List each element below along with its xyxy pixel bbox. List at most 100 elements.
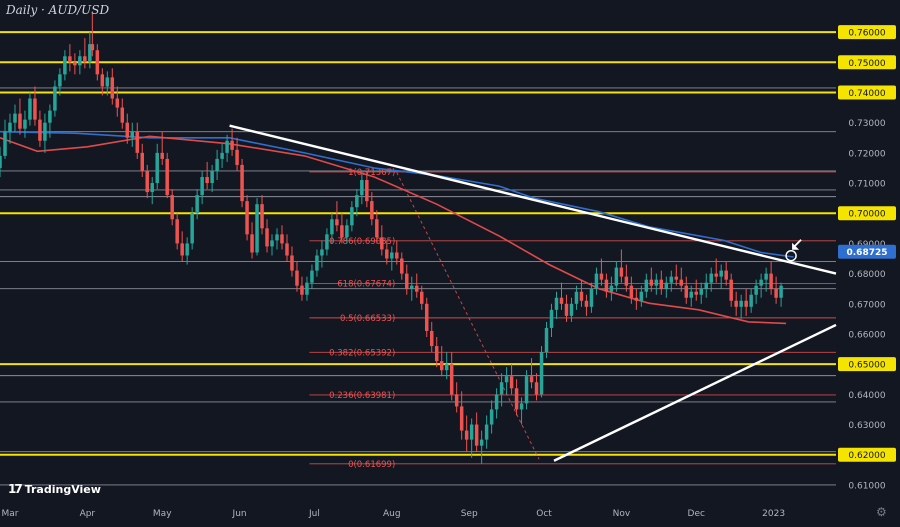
candle-body-139	[689, 291, 694, 298]
arrow-head-icon	[792, 242, 800, 250]
time-tick-label-10: 2023	[762, 509, 785, 519]
candle-body-97	[479, 439, 484, 446]
time-tick-label-9: Dec	[688, 509, 705, 519]
time-tick-label-8: Nov	[613, 509, 631, 519]
candle-body-55	[270, 240, 274, 247]
candle-body-4	[18, 113, 22, 129]
candle-body-156	[774, 288, 778, 298]
fib-label-5: 0.786(0.69085)	[329, 237, 395, 247]
candle-body-155	[769, 273, 773, 289]
candle-body-10	[48, 110, 52, 123]
candle-body-127	[629, 285, 634, 298]
candle-body-119	[589, 288, 594, 307]
candle-body-36	[175, 219, 179, 244]
candle-body-143	[709, 273, 713, 283]
candle-body-111	[549, 309, 554, 328]
candle-body-11	[53, 86, 57, 111]
candle-body-145	[719, 270, 723, 277]
candle-body-76	[375, 219, 379, 238]
candle-body-81	[400, 258, 404, 274]
candle-body-2	[8, 122, 12, 132]
candle-body-86	[424, 303, 429, 331]
price-tick-label-15: 0.76000	[848, 29, 885, 39]
candle-body-148	[734, 300, 738, 307]
key-levels	[0, 31, 836, 456]
price-tick-label-12: 0.73000	[848, 119, 885, 129]
candle-body-49	[240, 164, 244, 202]
candle-body-12	[58, 74, 62, 87]
candle-body-116	[574, 291, 579, 304]
candle-body-144	[714, 273, 718, 277]
candle-body-115	[569, 303, 574, 316]
candle-body-96	[474, 424, 479, 446]
candle-body-121	[599, 273, 604, 280]
candle-body-114	[564, 303, 569, 316]
time-tick-label-1: Apr	[80, 509, 96, 519]
candle-body-108	[534, 382, 539, 395]
candle-body-109	[539, 352, 544, 395]
chart-title: Daily · AUD/USD	[6, 3, 110, 17]
candle-body-154	[764, 273, 768, 280]
price-tag-bg-15	[838, 25, 896, 40]
candle-body-41	[200, 177, 204, 196]
current-price-tag-bg	[838, 244, 896, 259]
candle-body-141	[699, 288, 703, 295]
candle-body-54	[265, 228, 269, 247]
gear-icon[interactable]: ⚙	[876, 505, 887, 519]
candle-body-22	[105, 77, 110, 87]
price-axis[interactable]: 0.61000 0.62000 0.63000 0.64000 0.65000 0.660…	[838, 25, 896, 491]
candle-body-16	[78, 56, 82, 66]
candle-body-39	[190, 213, 194, 244]
price-tick-label-10: 0.71000	[848, 180, 885, 190]
candle-body-38	[185, 243, 189, 256]
tradingview-logo: 17 TradingView	[8, 482, 101, 496]
candle-body-28	[135, 131, 140, 153]
fib-swing-line	[396, 172, 540, 460]
fibonacci-retracement: 0(0.61699) 0.236(0.63981) 0.382(0.65392) 0.…	[309, 168, 836, 470]
candle-body-9	[43, 122, 47, 141]
price-tick-label-9: 0.70000	[848, 210, 885, 220]
ma-100-line	[0, 135, 787, 325]
price-tick-label-1: 0.62000	[848, 451, 885, 461]
candle-body-14	[68, 56, 72, 63]
support-trendline	[553, 323, 837, 462]
price-tag-bg-14	[838, 55, 896, 70]
candle-body-94	[464, 430, 469, 440]
candle-body-157	[779, 285, 783, 298]
candle-body-87	[429, 330, 434, 347]
candle-body-91	[449, 364, 454, 395]
candle-body-34	[165, 158, 169, 196]
price-tick-label-0: 0.61000	[848, 481, 885, 491]
price-tick-label-5: 0.66000	[848, 330, 885, 340]
candle-body-89	[439, 361, 444, 371]
candle-body-71	[350, 207, 354, 226]
candle-body-32	[155, 152, 159, 184]
candle-body-50	[245, 201, 249, 235]
candle-body-68	[335, 219, 339, 226]
price-tick-label-7: 0.68000	[848, 270, 885, 280]
time-tick-label-7: Oct	[536, 509, 552, 519]
candle-body-8	[38, 119, 42, 141]
candle-body-69	[340, 225, 344, 238]
fib-label-1: 0.236(0.63981)	[329, 391, 395, 401]
time-axis[interactable]: Mar Apr May Jun Jul Aug Sep Oct Nov Dec 2023	[2, 509, 786, 519]
candle-body-131	[649, 279, 654, 286]
candle-body-6	[28, 98, 32, 120]
candle-body-136	[674, 276, 679, 280]
candle-body-23	[110, 77, 115, 99]
candle-body-67	[330, 219, 334, 235]
candle-body-63	[310, 270, 314, 283]
candle-body-3	[13, 113, 17, 123]
candle-body-101	[499, 382, 504, 395]
candle-body-98	[484, 424, 489, 440]
candlesticks	[0, 14, 783, 464]
candle-body-58	[285, 243, 289, 256]
candle-body-27	[130, 131, 135, 138]
candle-body-30	[145, 170, 149, 193]
fib-label-6: 1(0.71367)	[348, 168, 395, 178]
price-tag-bg-4	[838, 357, 896, 372]
candle-body-24	[115, 98, 120, 108]
candle-body-150	[744, 300, 748, 307]
